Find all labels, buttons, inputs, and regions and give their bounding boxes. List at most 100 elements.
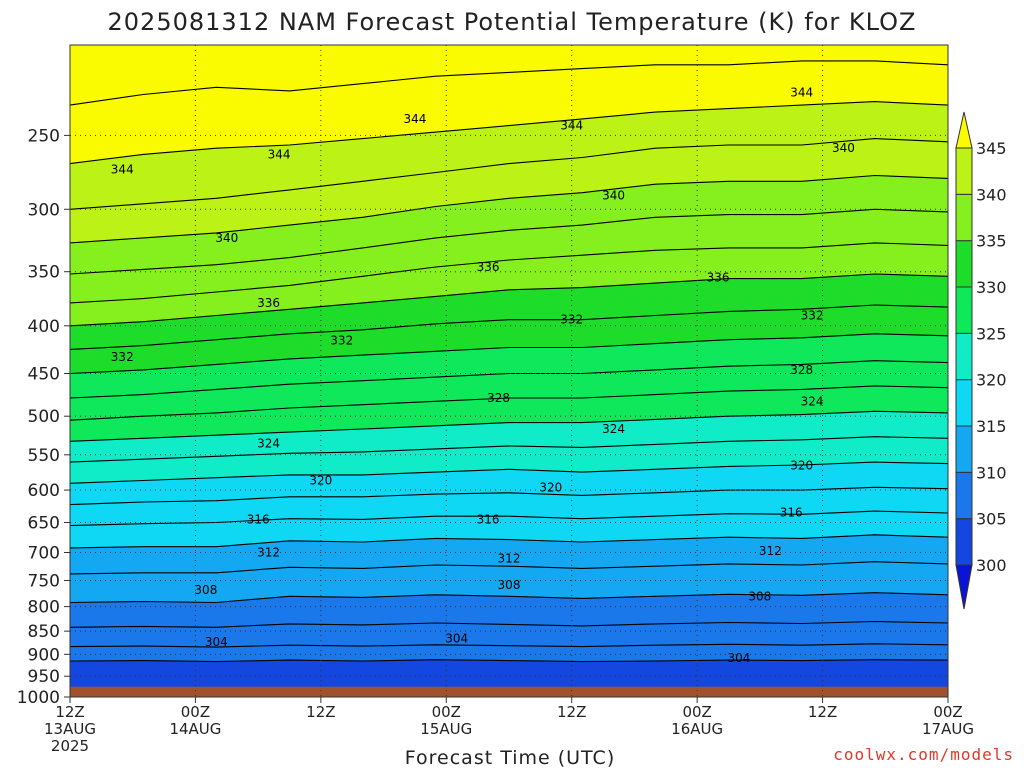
- contour-label: 308: [498, 578, 521, 592]
- isentrope-346: [69, 60, 949, 106]
- x-tick-label: 12Z: [55, 703, 84, 721]
- colorbar-segment: [955, 193, 973, 242]
- colorbar-segment: [955, 147, 973, 195]
- colorbar-tick-label: 320: [976, 371, 1007, 390]
- colorbar-segment: [955, 379, 973, 427]
- colorbar-extend-min: [955, 564, 973, 610]
- contour-label: 304: [727, 651, 750, 665]
- y-tick-label: 350: [28, 263, 60, 283]
- isentrope-336: [69, 242, 949, 304]
- colorbar: 300 305 310 315 320 325 330 335 340 345: [955, 111, 1007, 610]
- contour-label: 340: [602, 189, 625, 203]
- y-tick-label: 950: [28, 667, 60, 687]
- colorbar-segment: [955, 518, 973, 566]
- colorbar-tick-label: 335: [976, 232, 1007, 251]
- x-tick-label: 13AUG: [44, 720, 96, 738]
- contour-label: 308: [748, 589, 771, 603]
- x-axis-label: Forecast Time (UTC): [405, 747, 615, 768]
- colorbar-tick-label: 305: [976, 510, 1007, 529]
- y-tick-label: 1000: [17, 688, 60, 708]
- contour-label: 304: [445, 632, 468, 646]
- contour-label: 328: [487, 391, 510, 405]
- y-tick-label: 450: [28, 365, 60, 385]
- contour-label: 324: [257, 437, 280, 451]
- y-tick-label: 600: [28, 481, 60, 501]
- colorbar-tick-label: 345: [976, 139, 1007, 158]
- contour-label: 316: [780, 505, 803, 519]
- x-tick-label: 00Z: [432, 703, 461, 721]
- x-tick-label: 12Z: [557, 703, 586, 721]
- colorbar-extend-max: [955, 111, 973, 149]
- contour-label: 312: [498, 551, 521, 565]
- isentrope-338: [69, 208, 949, 275]
- colorbar-tick-label: 325: [976, 324, 1007, 343]
- contour-label: 344: [268, 147, 291, 161]
- colorbar-segment: [955, 471, 973, 520]
- colorbar-tick-label: 300: [976, 556, 1007, 575]
- isentrope-318: [69, 486, 949, 506]
- isentrope-304: [69, 659, 949, 663]
- contour-label: 336: [257, 296, 280, 310]
- x-tick-label: 17AUG: [922, 720, 974, 738]
- isentrope-324: [69, 410, 949, 442]
- y-axis: 250 300 350 400 450 500 550 600 650 700 750 800 850 9…: [17, 126, 70, 708]
- x-tick-label: 00Z: [933, 703, 962, 721]
- isentrope-342: [69, 138, 949, 210]
- y-tick-label: 900: [28, 645, 60, 665]
- contour-label: 312: [257, 546, 280, 560]
- x-tick-label: 00Z: [682, 703, 711, 721]
- contour-label: 340: [215, 231, 238, 245]
- y-tick-label: 250: [28, 126, 60, 146]
- x-tick-label: 14AUG: [169, 720, 221, 738]
- isentrope-340: [69, 174, 949, 244]
- contour-label: 324: [801, 394, 824, 408]
- plot-frame: [69, 44, 949, 698]
- colorbar-tick-label: 330: [976, 278, 1007, 297]
- contour-label: 344: [111, 163, 134, 177]
- plot-area: [70, 45, 948, 698]
- y-tick-label: 750: [28, 571, 60, 591]
- isentrope-332: [69, 304, 949, 350]
- contour-label: 312: [759, 544, 782, 558]
- isentrope-334: [69, 273, 949, 327]
- isentrope-344: [69, 101, 949, 165]
- x-tick-label: 12Z: [306, 703, 335, 721]
- chart-title: 2025081312 NAM Forecast Potential Temper…: [108, 8, 917, 36]
- x-tick-label: 2025: [51, 737, 89, 755]
- isentrope-310: [69, 592, 949, 604]
- isentrope-314: [69, 534, 949, 549]
- credit-text: coolwx.com/models: [833, 745, 1014, 764]
- x-tick-label: 12Z: [808, 703, 837, 721]
- x-tick-label: 00Z: [181, 703, 210, 721]
- colorbar-tick-label: 310: [976, 463, 1007, 482]
- contour-label: 336: [477, 260, 500, 274]
- colorbar-segment: [955, 425, 973, 473]
- contour-label: 344: [790, 86, 813, 100]
- y-tick-label: 500: [28, 407, 60, 427]
- isentrope-328: [69, 360, 949, 399]
- contour-label: 340: [832, 141, 855, 155]
- ground-surface: [70, 686, 948, 697]
- colorbar-segment: [955, 332, 973, 381]
- colorbar-tick-label: 340: [976, 185, 1007, 204]
- contour-label: 316: [477, 512, 500, 526]
- contour-label: 328: [790, 363, 813, 377]
- colorbar-tick-label: 315: [976, 417, 1007, 436]
- isentrope-308: [69, 620, 949, 628]
- contour-label: 332: [560, 313, 583, 327]
- contour-label: 324: [602, 422, 625, 436]
- isentrope-316: [69, 510, 949, 527]
- y-tick-label: 400: [28, 317, 60, 337]
- contour-label: 344: [403, 112, 426, 126]
- contour-label: 320: [539, 480, 562, 494]
- x-tick-label: 15AUG: [420, 720, 472, 738]
- contour-label: 316: [247, 512, 270, 526]
- isentrope-320: [69, 461, 949, 484]
- isentrope-306: [69, 643, 949, 648]
- x-tick-label: 16AUG: [671, 720, 723, 738]
- contour-label: 332: [330, 334, 353, 348]
- isentrope-330: [69, 333, 949, 375]
